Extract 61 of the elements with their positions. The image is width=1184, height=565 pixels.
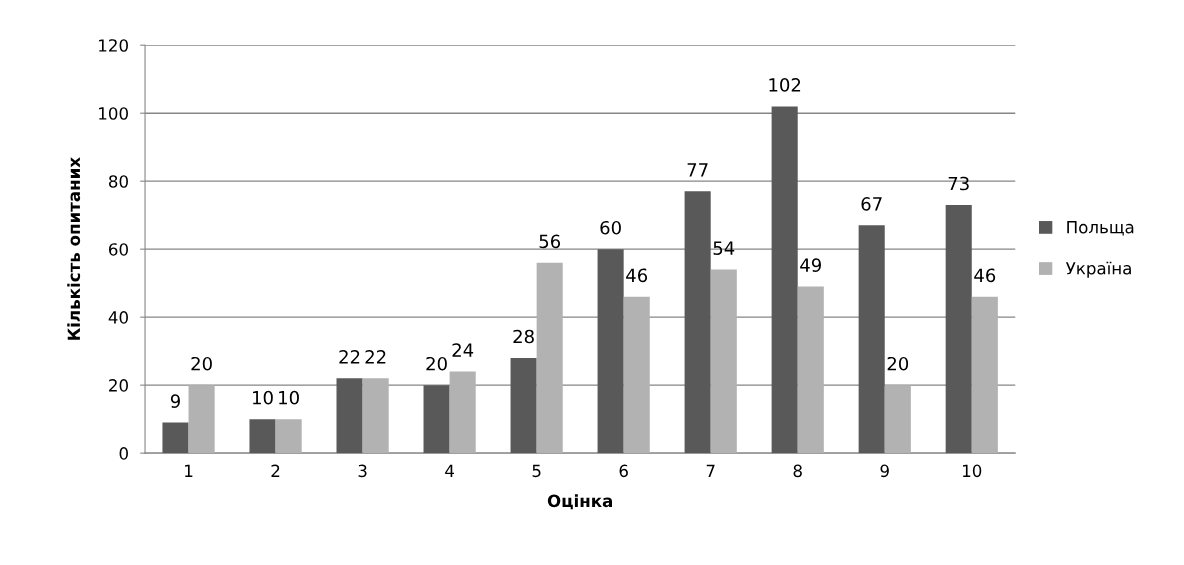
data-label: 46 bbox=[974, 268, 996, 283]
data-label: 10 bbox=[279, 390, 299, 405]
x-tick-label: 1 bbox=[185, 464, 193, 477]
y-tick-label: 40 bbox=[108, 311, 128, 324]
bar bbox=[249, 419, 276, 454]
data-label: 20 bbox=[426, 356, 447, 371]
x-tick-label: 3 bbox=[358, 464, 367, 478]
data-label: 73 bbox=[948, 176, 969, 191]
x-tick-label: 9 bbox=[880, 464, 889, 478]
y-tick-label: 80 bbox=[108, 175, 128, 188]
bar bbox=[510, 357, 537, 454]
data-label: 20 bbox=[887, 356, 909, 371]
bar bbox=[710, 269, 737, 454]
bar bbox=[275, 419, 302, 454]
bar bbox=[971, 296, 998, 454]
data-label: 56 bbox=[539, 234, 561, 249]
x-tick-label: 5 bbox=[532, 464, 541, 478]
x-tick-label: 2 bbox=[271, 464, 280, 477]
data-label: 67 bbox=[861, 197, 882, 211]
bar bbox=[684, 191, 711, 454]
bar bbox=[362, 378, 389, 454]
data-label: 46 bbox=[626, 268, 648, 283]
y-tick-label: 100 bbox=[99, 107, 128, 120]
data-label: 60 bbox=[600, 220, 621, 235]
x-tick-label: 7 bbox=[706, 464, 715, 477]
data-label: 24 bbox=[452, 343, 474, 357]
data-label: 102 bbox=[769, 78, 801, 92]
bar bbox=[423, 385, 450, 454]
bar bbox=[162, 422, 189, 454]
bar bbox=[336, 378, 363, 454]
bar bbox=[536, 262, 563, 454]
bar bbox=[449, 371, 476, 454]
data-label: 28 bbox=[513, 329, 534, 344]
y-tick-label: 0 bbox=[119, 447, 128, 460]
bar bbox=[884, 385, 911, 454]
data-label: 20 bbox=[191, 356, 212, 371]
data-label: 54 bbox=[713, 241, 735, 255]
data-label: 49 bbox=[800, 258, 821, 272]
bar bbox=[797, 286, 824, 454]
bar bbox=[597, 249, 624, 454]
data-label: 10 bbox=[253, 390, 273, 405]
legend-label: Україна bbox=[1065, 261, 1131, 278]
legend-label: Польща bbox=[1067, 221, 1134, 236]
bar bbox=[858, 225, 885, 454]
bar bbox=[771, 106, 798, 454]
bar bbox=[188, 385, 215, 454]
x-tick-label: 6 bbox=[619, 464, 628, 478]
data-label: 9 bbox=[170, 394, 180, 408]
x-tick-label: 4 bbox=[445, 464, 454, 477]
y-tick-label: 20 bbox=[109, 379, 128, 392]
bar bbox=[623, 296, 650, 454]
data-label: 22 bbox=[339, 350, 360, 364]
y-tick-label: 120 bbox=[99, 39, 128, 52]
x-tick-label: 8 bbox=[793, 464, 802, 478]
data-label: 22 bbox=[365, 350, 386, 364]
x-tick-label: 10 bbox=[962, 464, 982, 478]
y-axis-title: Кількість опитаних bbox=[67, 157, 81, 340]
x-axis-title: Оцінка bbox=[547, 494, 612, 510]
y-tick-label: 60 bbox=[109, 243, 128, 256]
data-label: 77 bbox=[687, 163, 708, 177]
bar bbox=[945, 204, 972, 454]
